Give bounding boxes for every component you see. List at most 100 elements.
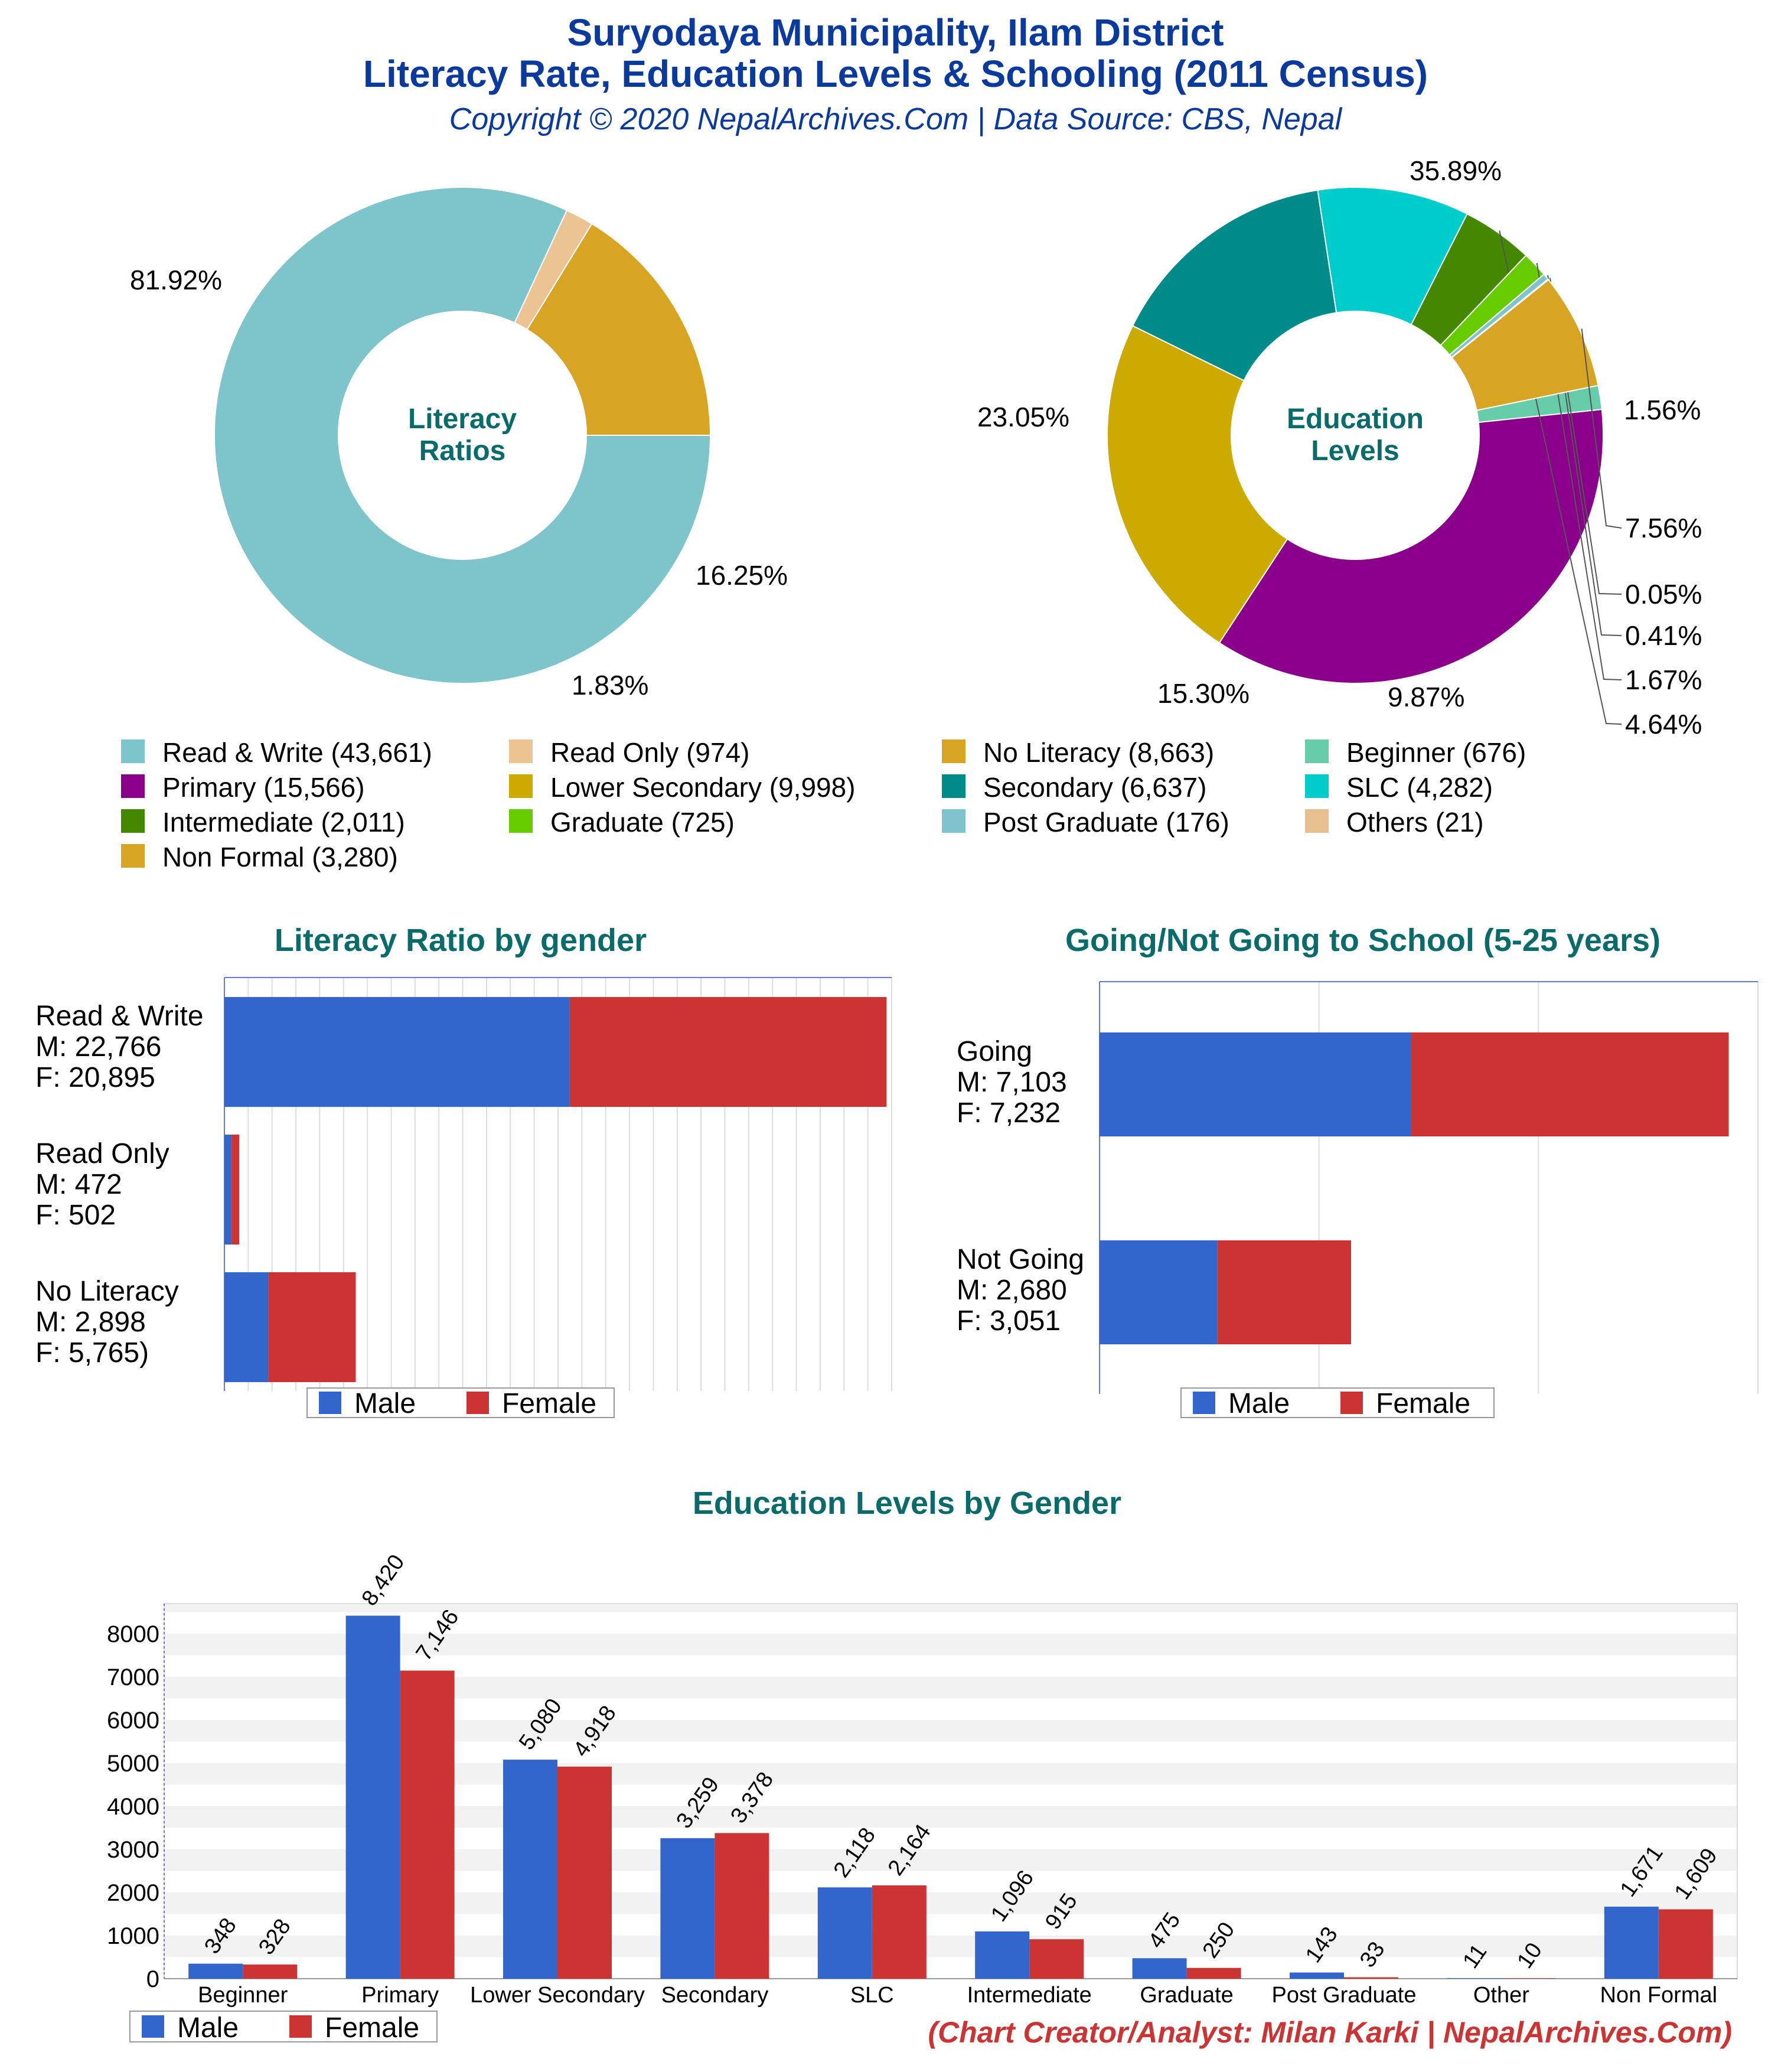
education-gender-legend-female-label: Female [325, 2012, 419, 2044]
education-donut-percent-label: 7.56% [1625, 513, 1702, 543]
education-gender-x-tick: Lower Secondary [470, 1983, 645, 2008]
education-donut-leader-line [1536, 263, 1622, 680]
education-gender-title: Education Levels by Gender [693, 1485, 1121, 1521]
literacy-gender-chart-legend-box [306, 1387, 615, 1418]
school-going-chart-category-label: Not Going [957, 1244, 1084, 1275]
education-gender-x-tick: Post Graduate [1271, 1983, 1416, 2008]
education-gender-y-tick: 4000 [107, 1794, 159, 1820]
literacy-gender-chart-bar-male [224, 1135, 232, 1244]
education-gender-y-tick: 8000 [107, 1621, 159, 1647]
literacy-gender-chart-legend-female-swatch [466, 1392, 489, 1414]
legend-swatch [509, 774, 533, 798]
literacy-donut-center-label: Ratios [419, 435, 506, 467]
education-gender-y-tick: 2000 [107, 1880, 159, 1906]
literacy-gender-chart-bar-male [224, 1272, 269, 1382]
legend-swatch [942, 809, 965, 833]
school-going-chart-legend-female-swatch [1340, 1392, 1363, 1414]
education-donut-percent-label: 0.05% [1625, 579, 1702, 610]
education-gender-legend-male-swatch [142, 2015, 164, 2038]
school-going-chart-bar-female [1217, 1240, 1352, 1344]
literacy-gender-chart-bar-female [268, 1272, 356, 1382]
legend-swatch [121, 739, 145, 763]
legend-swatch [942, 774, 965, 798]
education-donut-percent-label: 4.64% [1625, 709, 1702, 739]
legend-label: Others (21) [1346, 807, 1484, 838]
school-going-chart-bar-female [1411, 1032, 1729, 1136]
education-gender-x-tick: Secondary [661, 1983, 769, 2008]
literacy-gender-chart-category-label: F: 502 [35, 1200, 116, 1231]
literacy-gender-chart-legend-female-label: Female [502, 1388, 596, 1419]
education-gender-bar-female [1186, 1967, 1241, 1979]
literacy-gender-chart-category-label: M: 22,766 [35, 1031, 161, 1063]
school-going-chart-legend-male-swatch [1193, 1392, 1215, 1414]
school-going-chart-bar-male [1100, 1032, 1411, 1136]
education-gender-legend-male-label: Male [177, 2012, 239, 2044]
legend-swatch [121, 809, 145, 833]
education-gender-bar-male [1604, 1907, 1659, 1979]
education-gender-bar-male [1132, 1958, 1187, 1979]
education-gender-bar-female [557, 1767, 612, 1979]
literacy-gender-chart-legend-male-label: Male [354, 1388, 416, 1419]
education-donut-percent-label: 9.87% [1388, 682, 1464, 712]
school-going-chart-category-label: F: 7,232 [957, 1097, 1061, 1129]
education-gender-x-tick: Beginner [198, 1983, 288, 2008]
legend-swatch [1305, 809, 1329, 833]
literacy-gender-chart-category-label: Read Only [35, 1138, 169, 1169]
literacy-gender-chart-category-label: F: 5,765) [35, 1337, 149, 1369]
literacy-donut-percent-label: 81.92% [130, 265, 222, 295]
credit-text: (Chart Creator/Analyst: Milan Karki | Ne… [928, 2016, 1732, 2049]
legend-label: No Literacy (8,663) [983, 737, 1214, 768]
legend-swatch [942, 739, 965, 763]
legend-label: Beginner (676) [1346, 737, 1526, 768]
literacy-gender-chart-bar-female [231, 1135, 240, 1244]
literacy-gender-chart-bar-female [569, 997, 887, 1107]
legend-label: Primary (15,566) [162, 772, 365, 803]
education-gender-bar-female [715, 1833, 769, 1979]
education-gender-y-tick: 0 [146, 1966, 159, 1992]
education-donut-center-label: Levels [1311, 435, 1399, 467]
education-donut-center-label: Education [1287, 403, 1424, 435]
school-going-chart-category-label: M: 7,103 [957, 1067, 1067, 1098]
legend-label: Lower Secondary (9,998) [550, 772, 856, 803]
education-gender-x-tick: Intermediate [967, 1983, 1092, 2008]
education-donut-leader-line [1581, 328, 1622, 529]
education-gender-legend-box [129, 2011, 438, 2042]
literacy-donut-center-label: Literacy [408, 403, 517, 435]
legend-label: SLC (4,282) [1346, 772, 1493, 803]
education-gender-bar-female [1501, 1978, 1556, 1979]
legend-label: Read & Write (43,661) [162, 737, 432, 768]
school-going-chart-legend-male-label: Male [1228, 1388, 1290, 1419]
education-gender-bar-female [872, 1885, 927, 1979]
legend-label: Secondary (6,637) [983, 772, 1206, 803]
education-donut-percent-label: 1.67% [1625, 664, 1702, 695]
education-gender-x-tick: Primary [361, 1983, 439, 2008]
education-donut-leader-line [1547, 275, 1622, 636]
legend-swatch [1305, 774, 1329, 798]
education-gender-bar-female [1344, 1977, 1398, 1979]
education-gender-bar-female [1029, 1939, 1084, 1979]
school-going-chart-title: Going/Not Going to School (5-25 years) [1065, 923, 1660, 958]
literacy-donut-percent-label: 1.83% [572, 670, 648, 701]
education-gender-band [164, 1604, 1737, 1612]
education-gender-data-label: 143 [1301, 1923, 1343, 1967]
literacy-gender-chart-category-label: F: 20,895 [35, 1062, 155, 1093]
literacy-gender-chart-category-label: No Literacy [35, 1276, 179, 1307]
legend-label: Post Graduate (176) [983, 807, 1229, 838]
school-going-chart-category-label: Going [957, 1036, 1032, 1067]
main-title-line2: Literacy Rate, Education Levels & School… [363, 53, 1428, 95]
education-gender-y-tick: 5000 [107, 1751, 159, 1777]
education-gender-x-tick: Non Formal [1600, 1983, 1718, 2008]
literacy-gender-chart-category-label: M: 2,898 [35, 1307, 146, 1338]
school-going-chart-category-label: M: 2,680 [957, 1275, 1067, 1306]
education-donut-hole [1231, 311, 1479, 559]
education-gender-bar-male [1290, 1972, 1344, 1979]
literacy-donut-percent-label: 16.25% [696, 560, 788, 591]
legend-label: Graduate (725) [550, 807, 735, 838]
education-gender-x-tick: Other [1473, 1983, 1529, 2008]
legend-swatch [509, 739, 533, 763]
legend-swatch [509, 809, 533, 833]
education-gender-bar-male [975, 1931, 1030, 1979]
education-donut-percent-label: 23.05% [977, 402, 1069, 432]
school-going-chart-category-label: F: 3,051 [957, 1305, 1061, 1337]
